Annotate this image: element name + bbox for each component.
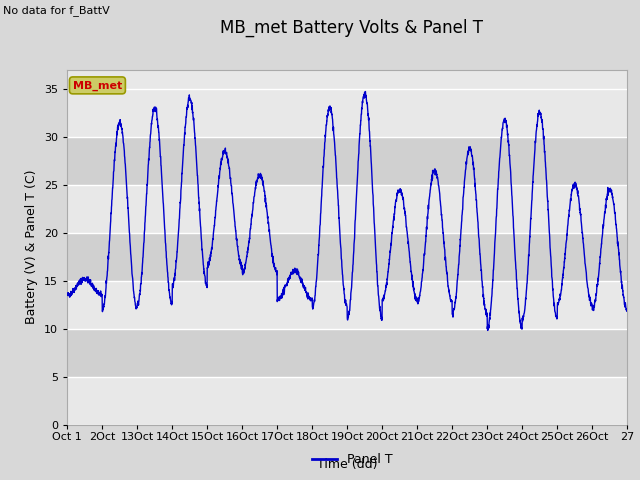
Text: MB_met: MB_met bbox=[73, 80, 122, 91]
Bar bbox=[67, 329, 627, 377]
X-axis label: Time (dd): Time (dd) bbox=[317, 458, 378, 471]
Bar bbox=[67, 281, 627, 329]
Legend: Panel T: Panel T bbox=[307, 448, 397, 471]
Text: MB_met Battery Volts & Panel T: MB_met Battery Volts & Panel T bbox=[221, 19, 483, 37]
Bar bbox=[67, 137, 627, 185]
Y-axis label: Battery (V) & Panel T (C): Battery (V) & Panel T (C) bbox=[26, 170, 38, 324]
Bar bbox=[67, 185, 627, 233]
Bar bbox=[67, 377, 627, 425]
Text: No data for f_BattV: No data for f_BattV bbox=[3, 5, 110, 16]
Bar bbox=[67, 233, 627, 281]
Bar bbox=[67, 89, 627, 137]
